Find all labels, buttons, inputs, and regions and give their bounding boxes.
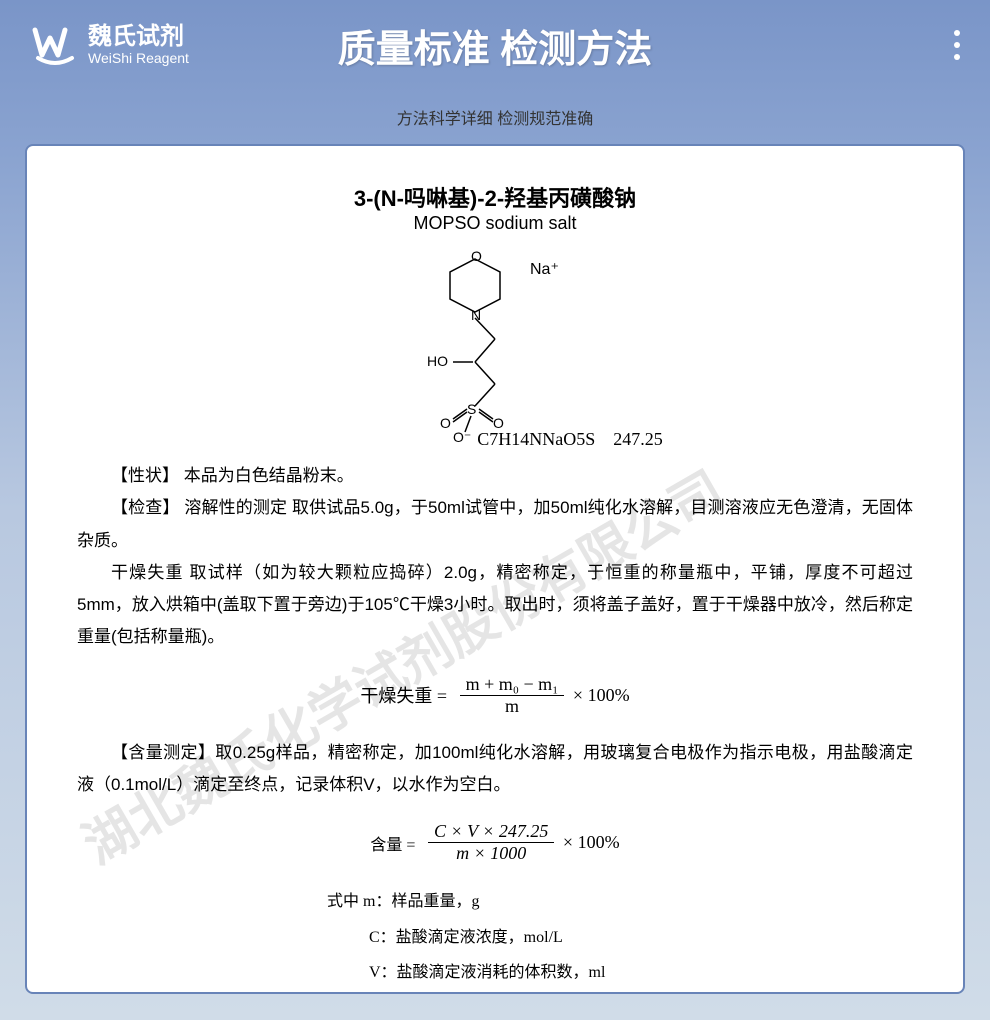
equation-drying-loss: 干燥失重 = m + m₀ − m₁ m × 100% — [77, 674, 913, 717]
variable-definitions: 式中 m：样品重量，g C：盐酸滴定液浓度，mol/L V：盐酸滴定液消耗的体积… — [327, 884, 913, 990]
def-c: C：盐酸滴定液浓度，mol/L — [369, 920, 913, 955]
equation-content: 含量 = C × V × 247.25 m × 1000 × 100% — [77, 821, 913, 864]
molecular-formula: C7H14NNaO5S — [477, 429, 595, 449]
menu-icon[interactable] — [954, 30, 960, 60]
section-inspection: 【检查】 溶解性的测定 取供试品5.0g，于50ml试管中，加50ml纯化水溶解… — [77, 492, 913, 557]
svg-text:O⁻: O⁻ — [453, 429, 471, 444]
def-m: 式中 m：样品重量，g — [327, 884, 913, 919]
logo-text-en: WeiShi Reagent — [88, 51, 189, 66]
svg-text:O: O — [471, 248, 482, 264]
section-assay: 【含量测定】取0.25g样品，精密称定，加100ml纯化水溶解，用玻璃复合电极作… — [77, 737, 913, 802]
svg-text:S: S — [467, 401, 476, 417]
content-card: 湖北魏氏化学试剂股份有限公司 3-(N-吗啉基)-2-羟基丙磺酸钠 MOPSO … — [25, 144, 965, 994]
chemical-name-en: MOPSO sodium salt — [77, 213, 913, 234]
molecular-weight: 247.25 — [613, 429, 663, 449]
chemical-structure: O N HO S O O O⁻ Na⁺ — [77, 244, 913, 450]
section-appearance: 【性状】 本品为白色结晶粉末。 — [77, 460, 913, 492]
subtitle: 方法科学详细 检测规范准确 — [0, 105, 990, 129]
page-title: 质量标准 检测方法 — [338, 18, 653, 73]
chemical-name-cn: 3-(N-吗啉基)-2-羟基丙磺酸钠 — [77, 181, 913, 213]
logo: 魏氏试剂 WeiShi Reagent — [30, 20, 189, 70]
section-drying: 干燥失重 取试样（如为较大颗粒应捣碎）2.0g，精密称定，于恒重的称量瓶中，平铺… — [77, 557, 913, 654]
def-v: V：盐酸滴定液消耗的体积数，ml — [369, 955, 913, 990]
body-text: 【性状】 本品为白色结晶粉末。 【检查】 溶解性的测定 取供试品5.0g，于50… — [77, 460, 913, 654]
svg-text:O: O — [440, 415, 451, 431]
logo-text-cn: 魏氏试剂 — [88, 24, 189, 50]
header: 魏氏试剂 WeiShi Reagent 质量标准 检测方法 — [0, 0, 990, 80]
na-ion: Na⁺ — [530, 261, 559, 278]
body-text-2: 【含量测定】取0.25g样品，精密称定，加100ml纯化水溶解，用玻璃复合电极作… — [77, 737, 913, 802]
svg-text:HO: HO — [427, 353, 448, 369]
svg-text:N: N — [471, 307, 481, 323]
logo-icon — [30, 20, 80, 70]
